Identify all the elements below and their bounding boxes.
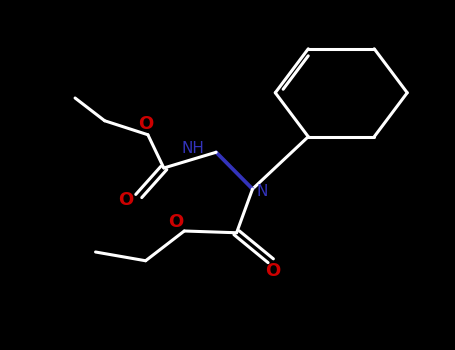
Text: O: O (265, 261, 281, 280)
Text: NH: NH (182, 141, 205, 155)
Text: O: O (118, 190, 134, 209)
Text: N: N (256, 184, 268, 199)
Text: O: O (138, 115, 153, 133)
Text: O: O (168, 213, 184, 231)
